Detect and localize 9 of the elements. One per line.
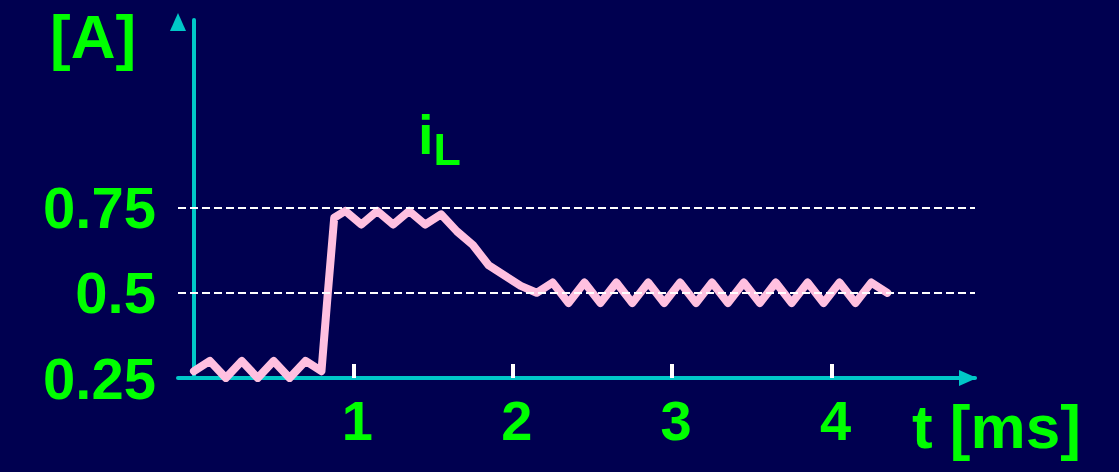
y-tick-label: 0.5 [75,260,156,326]
x-tick-label: 4 [819,388,852,452]
y-axis-title: [A] [50,1,137,71]
x-tick-label: 1 [341,388,373,452]
y-tick-label: 0.75 [43,175,156,241]
x-axis-title: t [ms] [912,391,1081,461]
x-tick-label: 3 [660,388,692,452]
x-tick-label: 2 [501,388,533,452]
y-tick-label: 0.25 [43,345,156,411]
